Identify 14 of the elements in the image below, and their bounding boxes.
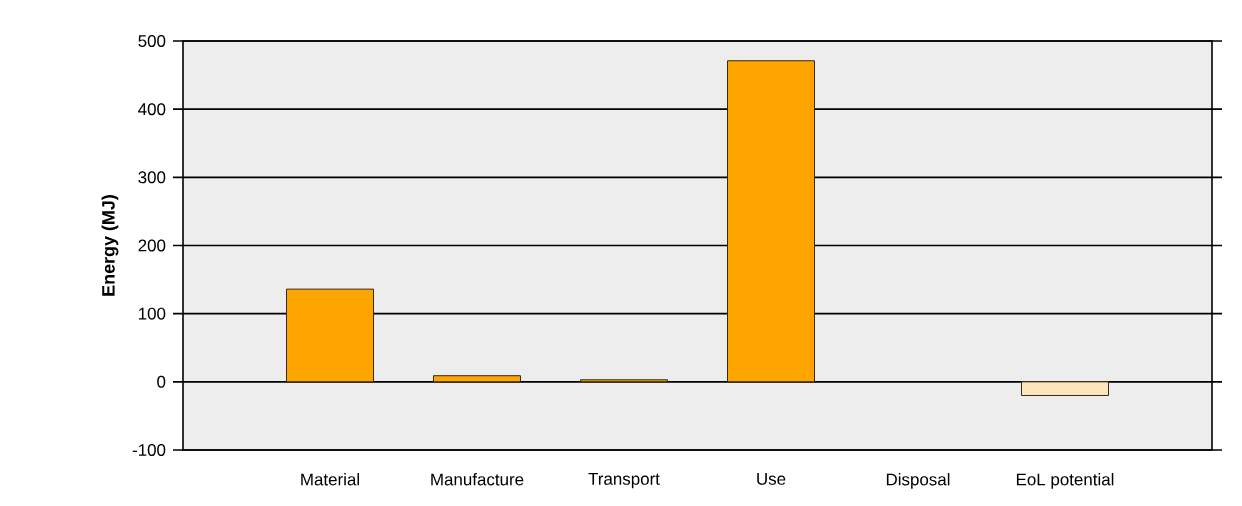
x-tick-label: Manufacture <box>431 473 524 486</box>
y-tick-label: 500 <box>138 35 166 47</box>
x-tick-label: Use <box>757 473 786 485</box>
y-tick-label: 0 <box>157 375 166 388</box>
y-tick-label: 400 <box>138 103 166 116</box>
y-tick-label: 300 <box>138 171 166 184</box>
x-tick-label: EoL potential <box>1016 473 1114 489</box>
x-tick-label: Disposal <box>886 473 950 489</box>
x-tick-label: Material <box>301 473 359 486</box>
y-tick-label: 100 <box>138 307 166 320</box>
y-axis-title: Energy (MJ) <box>101 195 119 296</box>
y-tick-label: 200 <box>138 239 166 252</box>
y-tick-label: -100 <box>132 444 166 456</box>
x-tick-label: Transport <box>588 473 660 489</box>
